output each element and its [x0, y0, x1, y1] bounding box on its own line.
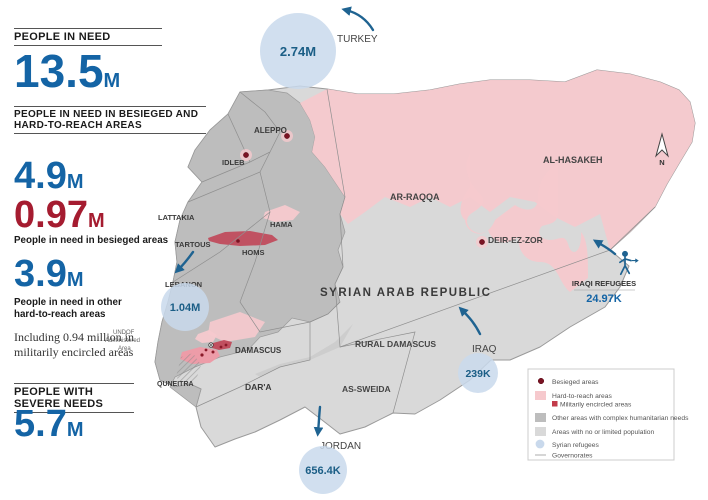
svg-text:TARTOUS: TARTOUS	[175, 240, 211, 249]
svg-text:Hard-to-reach areas: Hard-to-reach areas	[552, 393, 612, 400]
svg-text:Area: Area	[118, 346, 131, 352]
svg-text:ALEPPO: ALEPPO	[254, 126, 287, 135]
svg-text:DEIR-EZ-ZOR: DEIR-EZ-ZOR	[488, 235, 543, 245]
svg-text:AL-HASAKEH: AL-HASAKEH	[543, 155, 603, 165]
svg-text:Militarily encircled areas: Militarily encircled areas	[560, 402, 632, 409]
svg-text:IRAQI REFUGEES: IRAQI REFUGEES	[572, 279, 636, 288]
svg-text:UNDOF: UNDOF	[113, 330, 135, 336]
svg-text:AS-SWEIDA: AS-SWEIDA	[342, 384, 391, 394]
svg-text:1.04M: 1.04M	[170, 302, 201, 314]
svg-text:DAMASCUS: DAMASCUS	[235, 346, 282, 355]
svg-text:N: N	[659, 158, 664, 167]
svg-text:24.97K: 24.97K	[586, 293, 622, 305]
svg-text:IDLEB: IDLEB	[222, 158, 245, 167]
svg-text:TURKEY: TURKEY	[337, 34, 378, 45]
svg-text:2.74M: 2.74M	[280, 44, 316, 59]
svg-text:HAMA: HAMA	[270, 220, 293, 229]
svg-text:SYRIAN ARAB REPUBLIC: SYRIAN ARAB REPUBLIC	[320, 287, 491, 299]
svg-text:QUNEITRA: QUNEITRA	[157, 381, 194, 388]
svg-text:Syrian refugees: Syrian refugees	[552, 442, 599, 449]
svg-text:Administered: Administered	[105, 338, 140, 344]
svg-text:LATTAKIA: LATTAKIA	[158, 213, 195, 222]
svg-text:Governorates: Governorates	[552, 453, 593, 460]
svg-text:656.4K: 656.4K	[305, 465, 341, 477]
svg-text:DAR'A: DAR'A	[245, 382, 272, 392]
svg-text:239K: 239K	[465, 368, 491, 380]
svg-text:Areas with no or limited popul: Areas with no or limited population	[552, 429, 655, 436]
svg-text:Besieged areas: Besieged areas	[552, 379, 599, 386]
svg-text:Other areas with complex human: Other areas with complex humanitarian ne…	[552, 415, 689, 422]
svg-text:HOMS: HOMS	[242, 248, 265, 257]
svg-text:AR-RAQQA: AR-RAQQA	[390, 192, 440, 202]
svg-text:RURAL DAMASCUS: RURAL DAMASCUS	[355, 339, 436, 349]
